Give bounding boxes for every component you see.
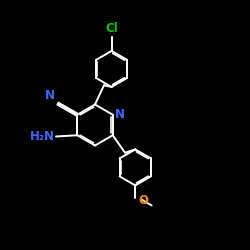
Text: H₂N: H₂N: [30, 130, 55, 143]
Text: N: N: [115, 108, 125, 121]
Text: N: N: [45, 89, 55, 102]
Text: O: O: [138, 194, 148, 207]
Text: Cl: Cl: [105, 22, 118, 35]
